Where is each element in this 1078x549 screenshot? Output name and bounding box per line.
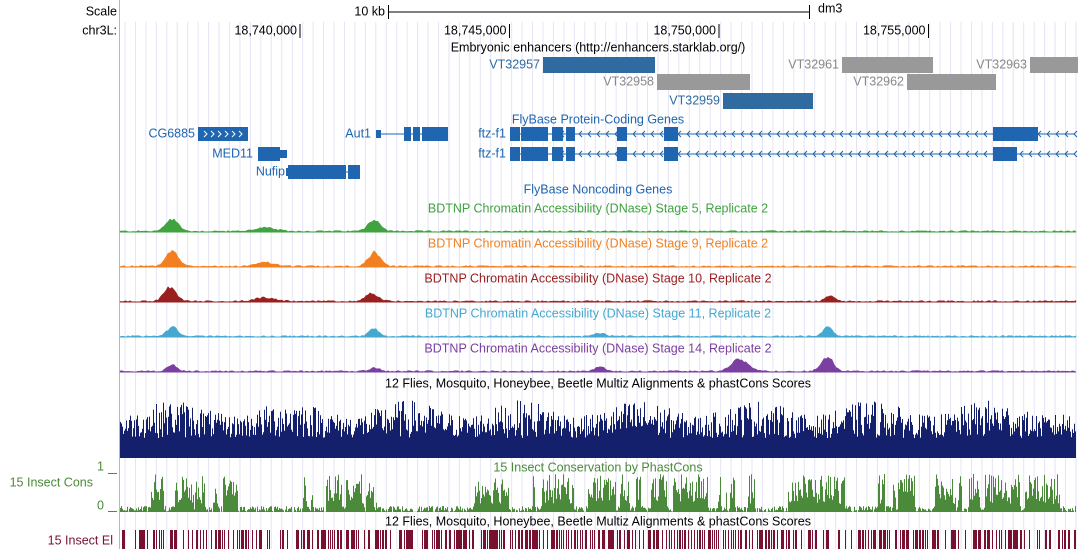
track-title: BDTNP Chromatin Accessibility (DNase) St… [424,341,771,355]
assembly: dm3 [818,1,842,15]
ruler-tick-label: 18,755,000 [863,23,926,37]
signal [119,218,1077,233]
scale-bar-label: 10 kb [354,4,385,18]
scale-label: Scale [86,4,117,18]
signal [119,286,1077,303]
track-title: 12 Flies, Mosquito, Honeybee, Beetle Mul… [385,376,811,390]
element-bars [122,530,1076,549]
track-title: 12 Flies, Mosquito, Honeybee, Beetle Mul… [385,514,811,528]
ruler-tick-label: 18,750,000 [653,23,716,37]
enhancer-box [657,74,750,90]
enhancer-label: VT32957 [489,57,540,71]
conservation-bars [120,400,1076,458]
strand-arrows [515,130,1078,138]
gene-exon [198,127,248,141]
gene-exon [286,168,290,176]
ruler-tick-label: 18,745,000 [444,23,507,37]
side-label: 15 Insect El [48,533,113,547]
gene-exon [376,130,381,138]
enhancer-box [543,57,655,73]
gene-exon [404,127,411,141]
track-title: Embryonic enhancers (http://enhancers.st… [451,40,746,54]
enhancer-box [723,93,813,109]
gene-exon [617,147,627,161]
enhancer-label: VT32961 [788,57,839,71]
enhancer-label: VT32959 [669,93,720,107]
gene-label: Nufip [256,164,285,178]
gene-exon [664,127,678,141]
track-title: BDTNP Chromatin Accessibility (DNase) St… [428,201,768,215]
signal [119,249,1077,268]
gene-exon [552,147,563,161]
axis-max: 1 [97,459,104,473]
gene-exon [552,127,563,141]
gene-label: MED11 [212,146,253,160]
gene-exon [335,165,346,179]
gene-exon [993,147,1017,161]
track-title: BDTNP Chromatin Accessibility (DNase) St… [424,271,771,285]
track-title: FlyBase Noncoding Genes [524,182,673,196]
side-label: 15 Insect Cons [10,475,93,489]
track-title: BDTNP Chromatin Accessibility (DNase) St… [425,306,771,320]
track-title: 15 Insect Conservation by PhastCons [493,460,702,474]
axis-min: 0 [97,498,104,512]
gene-label: CG6885 [148,126,195,140]
signal [119,356,1077,373]
gene-label: ftz-f1 [478,126,506,140]
signal [119,326,1077,338]
gene-label: ftz-f1 [478,146,506,160]
gene-exon [258,147,280,161]
enhancer-box [842,57,933,73]
enhancer-box [1030,57,1078,73]
enhancer-label: VT32962 [853,74,904,88]
gene-exon [288,165,335,179]
gene-label: Aut1 [345,126,371,140]
track-title: FlyBase Protein-Coding Genes [512,112,684,126]
enhancer-box [907,74,996,90]
gene-exon [280,150,287,158]
strand-arrows [515,150,1078,158]
phastcons-bars [120,474,1076,512]
gene-exon [348,165,360,179]
gene-exon [413,127,420,141]
enhancer-label: VT32963 [976,57,1027,71]
enhancer-label: VT32958 [603,74,654,88]
ruler-tick-label: 18,740,000 [234,23,297,37]
gene-exon [617,127,627,141]
gene-exon [993,127,1038,141]
strand-arrows [203,130,243,138]
gene-exon [510,147,520,161]
gene-exon [510,127,520,141]
track-title: BDTNP Chromatin Accessibility (DNase) St… [428,236,768,250]
gene-exon [422,127,448,141]
gene-exon [664,147,678,161]
chrom-label: chr3L: [82,23,117,37]
